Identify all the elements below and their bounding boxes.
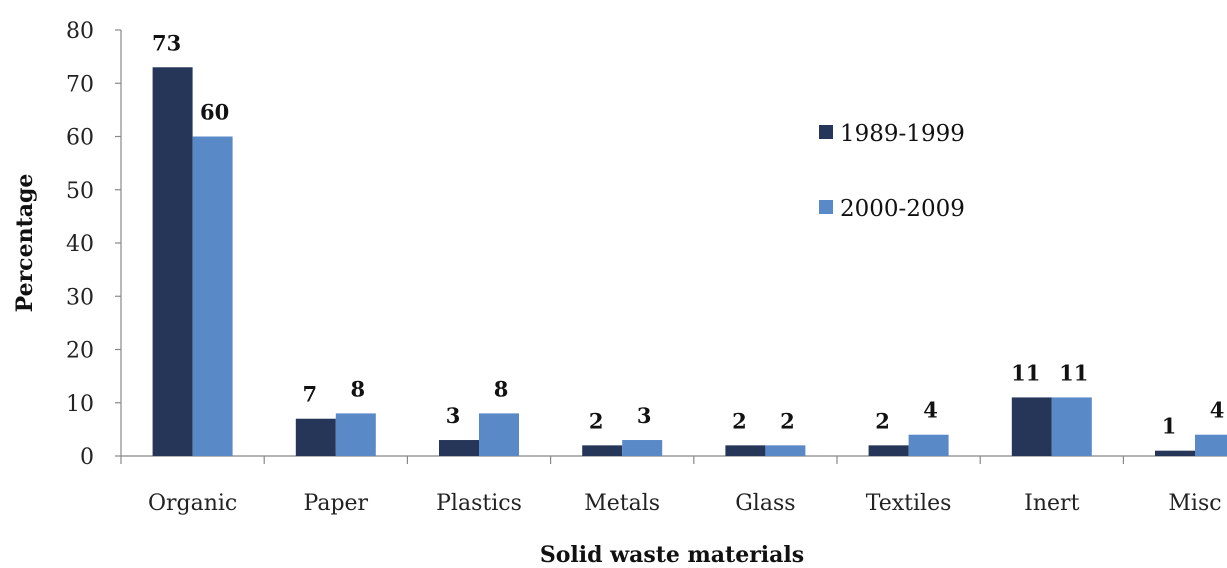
bar (335, 413, 376, 456)
legend-swatch-2000-2009 (819, 200, 833, 214)
y-tick-label: 50 (66, 179, 94, 204)
x-tick-label: Organic (148, 491, 237, 516)
data-label: 7 (302, 382, 317, 407)
legend-label-2000-2009: 2000-2009 (840, 196, 965, 222)
bar (295, 418, 336, 456)
y-tick-label: 0 (80, 445, 94, 470)
data-label: 2 (589, 408, 604, 433)
data-label: 1 (1162, 414, 1177, 439)
data-label: 2 (780, 408, 795, 433)
y-tick-label: 30 (66, 285, 94, 310)
bar (622, 440, 663, 456)
x-tick-label: Textiles (866, 491, 952, 516)
data-label: 8 (350, 376, 365, 401)
y-tick-label: 70 (66, 72, 94, 97)
data-label: 60 (200, 100, 229, 125)
y-tick-label: 80 (66, 19, 94, 44)
x-tick-label: Plastics (436, 491, 522, 516)
data-label: 73 (152, 30, 181, 55)
legend-label-1989-1999: 1989-1999 (840, 121, 965, 147)
bar (908, 434, 949, 456)
data-label: 2 (875, 408, 890, 433)
bar (1155, 450, 1195, 456)
bar (479, 413, 519, 456)
x-tick-label: Paper (304, 491, 369, 516)
data-label: 11 (1011, 360, 1040, 385)
y-tick-label: 40 (66, 232, 94, 257)
bar (439, 440, 479, 456)
data-label: 4 (923, 398, 938, 423)
bar (1011, 397, 1052, 456)
bar (582, 445, 623, 456)
data-label: 8 (494, 376, 509, 401)
y-tick-label: 60 (66, 126, 94, 151)
y-axis-title: Percentage (12, 174, 38, 313)
x-tick-label: Glass (735, 491, 795, 516)
x-tick-label: Inert (1024, 491, 1079, 516)
legend-item: 2000-2009 (819, 196, 965, 222)
bar (868, 445, 909, 456)
y-tick-label: 20 (66, 339, 94, 364)
x-axis: Organic Paper Plastics Metals Glass Textiles I… (120, 455, 1227, 516)
bar (765, 445, 806, 456)
data-label: 3 (637, 403, 652, 428)
y-axis: 0 10 20 30 40 50 60 70 80 (66, 19, 122, 470)
data-label: 4 (1210, 398, 1225, 423)
legend-swatch-1989-1999 (819, 125, 833, 139)
data-label: 3 (446, 403, 461, 428)
bar (1051, 397, 1092, 456)
x-tick-label: Misc (1168, 491, 1221, 516)
data-label: 2 (732, 408, 747, 433)
bar (192, 136, 233, 456)
legend-item: 1989-1999 (819, 121, 965, 147)
y-tick-label: 10 (66, 392, 94, 417)
bar (152, 67, 193, 457)
bars (152, 67, 1227, 457)
bar (1195, 434, 1227, 456)
legend: 1989-1999 2000-2009 (819, 121, 965, 222)
bar (725, 445, 766, 456)
x-axis-title: Solid waste materials (540, 542, 804, 568)
x-tick-label: Metals (584, 491, 660, 516)
data-label: 11 (1059, 360, 1088, 385)
